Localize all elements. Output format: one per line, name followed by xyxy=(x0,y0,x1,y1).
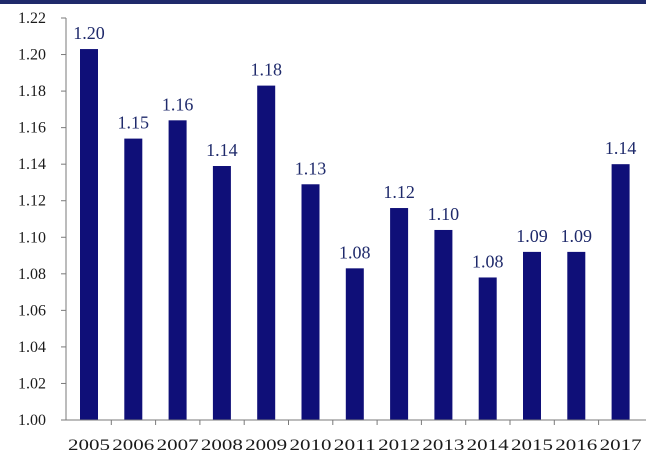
data-label-2006: 1.15 xyxy=(118,113,150,133)
bars xyxy=(80,49,630,421)
x-tick-label: 2008 xyxy=(201,437,243,454)
bar-2010 xyxy=(301,184,320,420)
data-label-2013: 1.10 xyxy=(428,204,460,224)
x-tick-label: 2012 xyxy=(378,437,420,454)
bar-2006 xyxy=(124,138,143,420)
y-tick-label: 1.16 xyxy=(18,120,46,137)
data-labels: 1.20 1.15 1.16 1.14 1.18 1.13 1.08 1.12 1.10 1.08… xyxy=(73,23,636,271)
y-tick-label: 1.14 xyxy=(18,156,46,173)
data-label-2009: 1.18 xyxy=(250,60,282,80)
bar-2013 xyxy=(434,229,453,420)
data-label-2011: 1.08 xyxy=(339,242,371,262)
y-tick-label: 1.06 xyxy=(18,302,46,319)
x-tick-label: 2006 xyxy=(112,437,154,454)
bar-2008 xyxy=(212,166,231,420)
bar-2016 xyxy=(567,251,586,420)
x-axis-ticks: 2005 2006 2007 2008 2009 2010 2011 2012 2013 2014… xyxy=(68,420,642,454)
y-axis-ticks: 1.00 1.02 1.04 1.06 1.08 1.10 1.12 1.14 1.16 1.18… xyxy=(18,10,66,429)
x-tick-label: 2010 xyxy=(290,437,332,454)
x-tick-label: 2011 xyxy=(334,437,376,454)
x-tick-label: 2015 xyxy=(511,437,553,454)
bar-2005 xyxy=(80,49,98,421)
y-tick-label: 1.04 xyxy=(18,339,46,356)
x-tick-label: 2017 xyxy=(600,437,642,454)
bar-2009 xyxy=(257,85,276,420)
data-label-2015: 1.09 xyxy=(516,226,548,246)
x-tick-label: 2014 xyxy=(467,437,509,454)
y-tick-label: 1.20 xyxy=(18,47,46,64)
data-label-2010: 1.13 xyxy=(295,158,327,178)
x-tick-label: 2007 xyxy=(157,437,199,454)
data-label-2005: 1.20 xyxy=(73,23,105,43)
bar-2017 xyxy=(611,164,630,420)
y-tick-label: 1.22 xyxy=(18,10,46,27)
x-tick-label: 2016 xyxy=(555,437,597,454)
y-tick-label: 1.18 xyxy=(18,83,46,100)
bar-2012 xyxy=(390,208,409,420)
bar-2015 xyxy=(523,251,541,420)
y-tick-label: 1.10 xyxy=(18,229,46,246)
bar-2011 xyxy=(345,268,364,420)
data-label-2008: 1.14 xyxy=(206,140,238,160)
y-tick-label: 1.00 xyxy=(18,412,46,429)
data-label-2007: 1.16 xyxy=(162,94,194,114)
y-tick-label: 1.02 xyxy=(18,375,46,392)
x-tick-label: 2005 xyxy=(68,437,110,454)
y-tick-label: 1.08 xyxy=(18,266,46,283)
y-tick-label: 1.12 xyxy=(18,193,46,210)
bar-2014 xyxy=(478,277,497,420)
x-tick-label: 2013 xyxy=(422,437,464,454)
data-label-2016: 1.09 xyxy=(561,226,593,246)
x-tick-label: 2009 xyxy=(245,437,287,454)
bar-2007 xyxy=(168,120,187,420)
data-label-2014: 1.08 xyxy=(472,251,504,271)
data-label-2017: 1.14 xyxy=(605,138,637,158)
data-label-2012: 1.12 xyxy=(383,182,415,202)
